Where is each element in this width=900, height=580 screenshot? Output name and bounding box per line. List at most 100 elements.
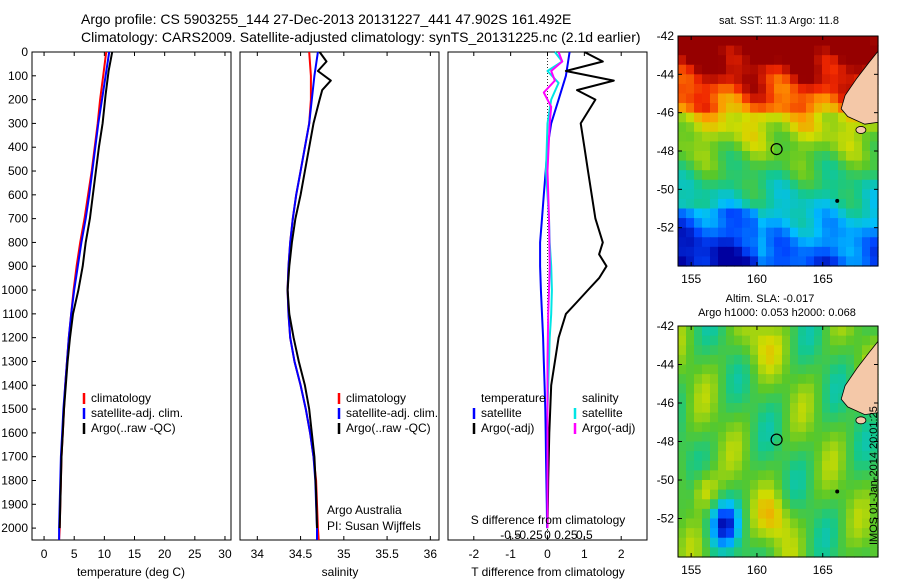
field-cell [686,64,695,75]
field-cell [758,403,767,414]
field-cell [702,227,711,238]
field-cell [710,403,719,414]
field-cell [846,227,855,238]
field-cell [734,64,743,75]
field-cell [750,218,759,229]
field-cell [686,508,695,520]
field-cell [846,141,855,152]
field-cell [750,528,759,539]
field-cell [702,237,711,248]
field-cell [822,374,831,385]
field-cell [862,151,871,162]
field-cell [838,326,847,337]
field-cell [782,93,791,104]
field-cell [830,354,839,366]
salinity-axis: 34 34.5 35 35.5 36 [251,52,437,561]
field-cell [798,36,807,47]
lat-label: -50 [657,473,675,487]
field-cell [758,208,767,219]
field-cell [702,160,711,171]
field-cell [846,36,855,47]
field-cell [798,93,807,104]
field-cell [710,326,719,337]
field-cell [822,141,831,152]
field-cell [790,112,799,123]
field-cell [774,326,783,337]
field-cell [838,151,847,162]
field-cell [726,141,735,152]
field-cell [806,151,815,162]
field-cell [774,189,783,200]
field-cell [846,74,855,85]
field-cell [822,237,831,248]
field-cell [830,460,839,471]
field-cell [678,470,687,481]
field-cell [702,326,711,337]
field-cell [750,326,759,337]
field-cell [870,227,879,238]
field-cell [734,374,743,385]
field-cell [766,528,775,539]
field-cell [742,383,751,394]
field-cell [798,335,807,346]
field-cell [846,170,855,181]
field-cell [750,131,759,143]
field-cell [862,122,871,133]
field-cell [814,412,823,423]
field-cell [694,335,703,346]
field-cell [750,354,759,366]
field-cell [862,441,871,452]
field-cell [694,354,703,366]
field-cell [838,403,847,414]
field-cell [846,198,855,210]
field-cell [686,326,695,337]
field-cell [782,489,791,500]
temperature-axis: 0 5 10 15 20 25 30 [41,52,232,561]
x-tick-label: 20 [158,547,172,561]
field-cell [862,189,871,200]
field-cell [718,83,727,95]
field-cell [686,103,695,114]
field-cell [702,141,711,152]
y-tick-label: 1400 [1,378,28,392]
field-cell [782,335,791,346]
field-cell [790,537,799,548]
field-cell [694,122,703,133]
field-cell [782,45,791,56]
field-cell [806,218,815,229]
field-cell [694,451,703,462]
field-cell [766,55,775,66]
field-cell [806,170,815,181]
field-cell [718,179,727,190]
field-cell [830,451,839,462]
field-cell [814,74,823,85]
field-cell [694,499,703,510]
field-cell [694,55,703,66]
field-cell [678,431,687,443]
field-cell [702,431,711,443]
field-cell [846,412,855,423]
field-cell [766,326,775,337]
field-cell [710,508,719,520]
field-cell [726,64,735,75]
field-cell [702,83,711,95]
field-cell [870,151,879,162]
field-cell [806,198,815,210]
field-cell [742,208,751,219]
field-cell [702,460,711,471]
field-cell [726,451,735,462]
field-cell [822,151,831,162]
field-cell [862,160,871,171]
field-cell [798,237,807,248]
field-cell [790,422,799,433]
field-cell [734,528,743,539]
field-cell [830,74,839,85]
field-cell [862,345,871,356]
field-cell [846,470,855,481]
field-cell [758,441,767,452]
field-cell [758,470,767,481]
field-cell [710,36,719,47]
field-cell [726,112,735,123]
field-cell [718,170,727,181]
field-cell [678,374,687,385]
